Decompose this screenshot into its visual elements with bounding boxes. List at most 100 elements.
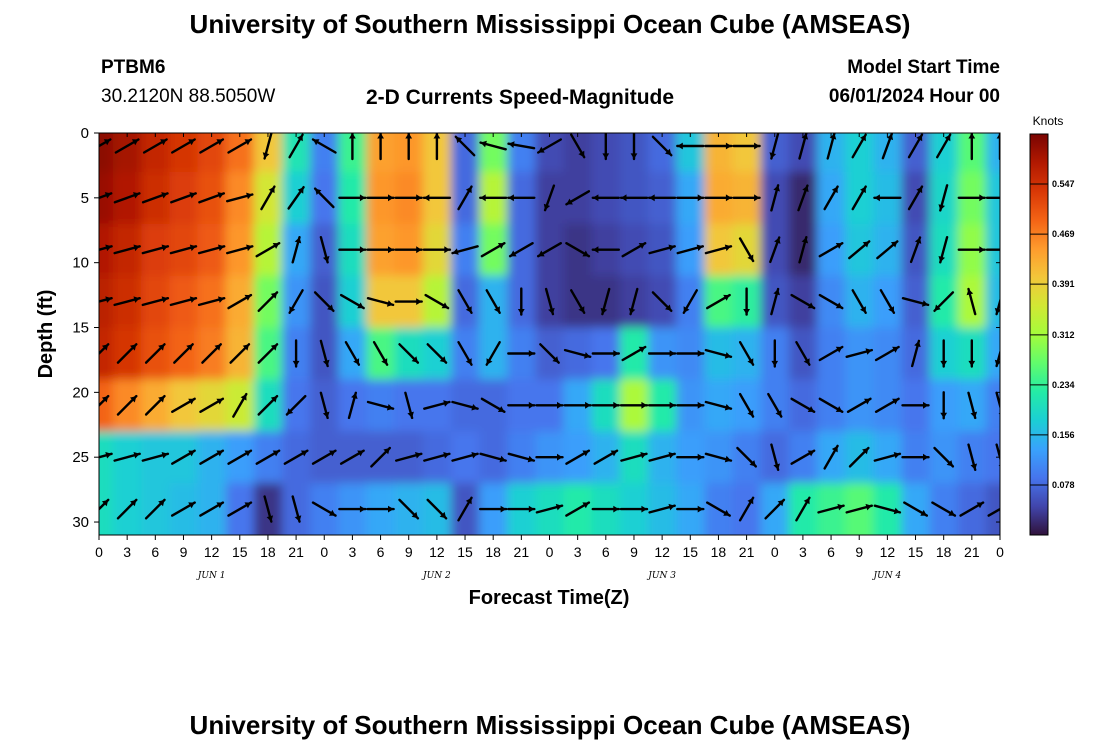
model-start-label: Model Start Time xyxy=(847,57,1000,78)
current-arrow xyxy=(113,192,141,204)
current-arrow xyxy=(141,244,170,255)
current-arrow xyxy=(818,241,844,258)
current-arrow xyxy=(366,297,395,307)
current-arrow xyxy=(170,449,196,465)
current-arrow xyxy=(676,142,705,150)
current-arrow xyxy=(996,133,1000,161)
current-arrow xyxy=(426,343,448,364)
current-arrow xyxy=(770,443,780,471)
current-arrow xyxy=(845,348,873,358)
heat-cell xyxy=(985,431,1000,484)
current-arrow xyxy=(398,343,420,364)
current-arrow xyxy=(770,287,780,316)
current-arrow xyxy=(319,391,330,420)
current-arrow xyxy=(704,142,733,150)
current-arrow xyxy=(99,343,110,356)
current-arrow xyxy=(994,348,1000,368)
current-arrow xyxy=(199,138,225,154)
x-tick-label: 12 xyxy=(654,544,670,560)
current-arrow xyxy=(292,339,300,368)
y-tick-label: 25 xyxy=(72,449,89,466)
heat-cell xyxy=(507,133,537,173)
colorbar-unit: Knots xyxy=(1033,114,1064,128)
current-arrow xyxy=(116,343,138,364)
current-arrow xyxy=(704,244,733,255)
current-arrow xyxy=(620,452,648,462)
current-arrow xyxy=(651,291,673,312)
current-arrow xyxy=(394,194,423,202)
current-arrow xyxy=(451,400,479,411)
heat-cell xyxy=(99,483,114,535)
current-arrow xyxy=(736,446,757,468)
current-arrow xyxy=(544,287,555,316)
station-coords: 30.2120N 88.5050W xyxy=(101,86,276,107)
current-arrow xyxy=(940,391,948,420)
footer-title: University of Southern Mississippi Ocean… xyxy=(189,710,911,740)
chart-title: 2-D Currents Speed-Magnitude xyxy=(366,86,675,109)
x-tick-label: 3 xyxy=(799,544,807,560)
x-tick-label: 15 xyxy=(457,544,473,560)
x-tick-label: 18 xyxy=(485,544,501,560)
current-arrow xyxy=(591,505,620,513)
current-arrow xyxy=(901,297,930,307)
current-arrow xyxy=(938,184,949,212)
page-title: University of Southern Mississippi Ocean… xyxy=(189,9,911,39)
current-arrow xyxy=(311,138,337,154)
model-start-value: 06/01/2024 Hour 00 xyxy=(828,86,1000,107)
current-arrow xyxy=(907,133,924,159)
current-arrow xyxy=(845,503,873,514)
current-arrow xyxy=(366,194,395,202)
current-arrow xyxy=(881,133,894,160)
current-arrow xyxy=(114,138,140,154)
current-arrow xyxy=(873,194,902,202)
heat-cell xyxy=(99,379,114,432)
colorbar-tick-label: 0.547 xyxy=(1052,179,1075,189)
current-arrow xyxy=(255,241,281,258)
current-arrow xyxy=(169,296,198,307)
current-arrow xyxy=(99,498,110,511)
current-arrow xyxy=(704,348,733,359)
current-arrow xyxy=(648,244,676,255)
current-arrow xyxy=(648,452,676,462)
current-arrow xyxy=(818,397,844,413)
current-arrow xyxy=(141,452,170,462)
current-arrow xyxy=(170,397,196,413)
current-arrow xyxy=(424,293,450,310)
current-arrow xyxy=(591,350,620,357)
current-arrow xyxy=(818,345,844,362)
current-arrow xyxy=(706,501,731,517)
day-label: JUN 2 xyxy=(421,571,451,581)
y-tick-label: 0 xyxy=(81,125,89,142)
current-vectors xyxy=(99,133,1000,523)
current-arrow xyxy=(227,501,253,517)
y-axis-title: Depth (ft) xyxy=(35,290,57,379)
y-tick-label: 15 xyxy=(72,320,89,337)
heat-cell xyxy=(901,133,931,173)
current-arrow xyxy=(485,289,501,314)
current-arrow xyxy=(262,133,273,160)
heat-cell xyxy=(985,133,1000,173)
current-arrow xyxy=(99,244,113,252)
heat-cell xyxy=(873,133,903,173)
current-arrow xyxy=(257,394,279,416)
current-arrow xyxy=(938,235,949,264)
x-tick-label: 3 xyxy=(574,544,582,560)
current-arrow xyxy=(851,289,867,314)
current-arrow xyxy=(933,291,955,312)
current-arrow xyxy=(769,236,781,264)
current-arrow xyxy=(535,453,564,461)
current-arrow xyxy=(764,498,786,520)
current-arrow xyxy=(823,444,839,470)
current-arrow xyxy=(874,397,900,413)
current-arrow xyxy=(339,449,365,465)
x-tick-label: 12 xyxy=(204,544,220,560)
current-arrow xyxy=(848,446,870,468)
current-arrow xyxy=(99,138,112,148)
current-arrow xyxy=(591,194,620,202)
current-arrow xyxy=(517,287,525,316)
current-arrow xyxy=(957,246,986,254)
current-arrow xyxy=(647,401,677,409)
current-arrow xyxy=(591,246,620,254)
x-tick-label: 18 xyxy=(711,544,727,560)
current-arrow xyxy=(170,138,196,154)
